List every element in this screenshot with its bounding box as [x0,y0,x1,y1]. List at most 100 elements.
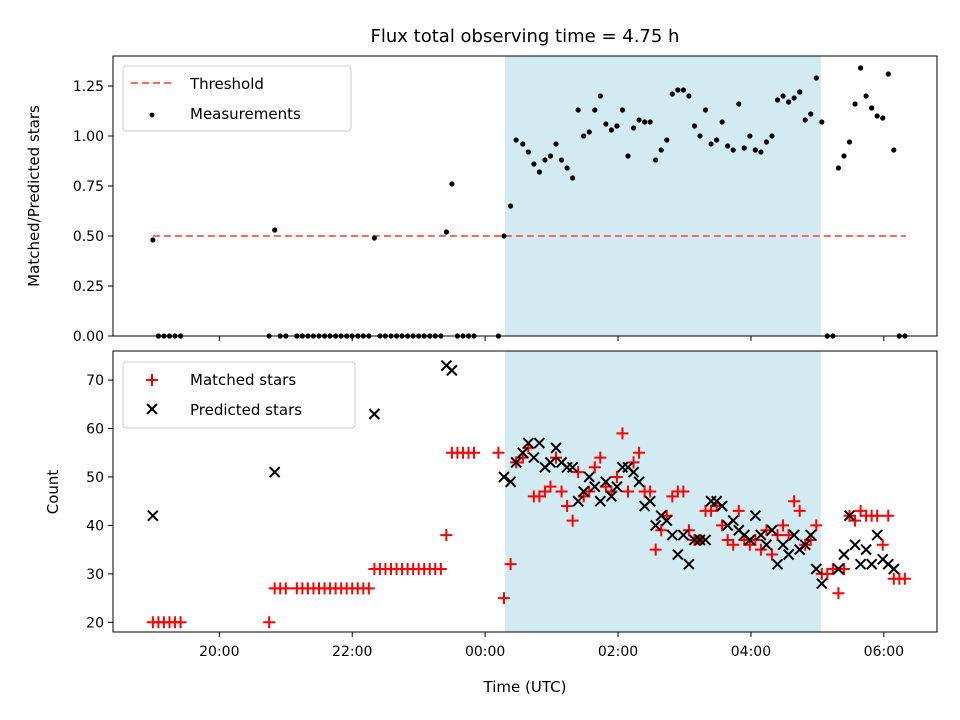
predicted-stars-point [843,510,856,522]
bottom-marks [146,359,911,629]
matched-stars-point [655,524,668,537]
measurements-point [869,105,875,111]
measurements-point [513,137,519,143]
top-legend: Threshold Measurements [122,65,352,132]
matched-stars-point [727,538,740,551]
matched-stars-point [279,582,292,595]
matched-stars-point [572,466,585,479]
top-y-tick-label: 1.00 [73,129,104,145]
predicted-stars-point [816,577,828,590]
predicted-stars-point [810,563,822,575]
predicted-stars-point [727,514,739,527]
matched-stars-point [504,558,517,571]
measurements-point [501,233,507,239]
measurements-point [714,137,720,143]
predicted-stars-point [446,364,458,377]
predicted-stars-point [683,558,695,570]
legend-matched-label: Matched stars [190,371,296,389]
measurements-point [725,143,731,149]
legend-measurements-label: Measurements [190,105,301,123]
predicted-stars-point [522,437,535,449]
measurements-point [520,141,526,147]
measurements-point [647,119,653,125]
measurements-point [449,181,455,187]
measurements-point [813,75,819,81]
measurements-point [525,149,531,155]
matched-stars-point [561,500,574,513]
measurements-point [575,107,581,113]
matched-stars-point [749,533,762,546]
predicted-stars-point [777,539,789,551]
measurements-point [857,65,864,71]
top-chart-title: Flux total observing time = 4.75 h [371,26,680,47]
matched-stars-point [555,485,568,498]
measurements-point [785,99,792,105]
legend-measurements-swatch [149,112,155,118]
measurements-point [558,157,565,163]
measurements-point [553,141,559,147]
predicted-stars-point [368,408,381,420]
matched-stars-point [771,529,784,542]
measurements-point [603,121,609,127]
measurements-point [586,129,592,135]
measurements-point [564,165,570,171]
predicted-stars-point [838,548,850,561]
measurements-point [608,127,614,133]
predicted-stars-point [633,476,645,488]
matched-stars-point [627,456,640,469]
matched-stars-point [566,514,579,527]
measurements-point [835,165,842,171]
bottom-axes-frame [112,350,938,633]
predicted-stars-point [699,534,712,546]
predicted-stars-point [504,476,517,488]
measurements-point [570,175,576,181]
predicted-stars-point [744,534,756,546]
predicted-stars-point [589,480,601,493]
matched-stars-point [882,509,895,522]
bottom-panel: 20:00 22:00 00:00 02:00 04:00 06:00 20 30 40 50 60… [86,350,938,660]
measurements-point [619,107,626,113]
measurements-point [708,141,714,147]
measurements-point [841,153,847,159]
measurements-point [630,125,637,131]
bottom-y-tick-label: 70 [86,373,104,389]
top-y-tick-label: 1.25 [73,79,104,95]
matched-stars-point [765,548,778,561]
predicted-stars-point [566,461,579,473]
measurements-point [542,157,548,163]
matched-stars-point [826,563,839,576]
predicted-stars-point [760,539,773,551]
predicted-stars-point [766,524,778,536]
matched-stars-point [174,616,187,629]
measurements-point [791,95,797,101]
predicted-stars-point [572,495,584,507]
measurements-point [697,133,703,139]
predicted-stars-point [605,490,618,503]
measurements-point [808,111,814,117]
measurements-point [592,107,598,113]
predicted-stars-point [849,539,861,551]
predicted-stars-point [888,563,900,575]
predicted-stars-point [666,529,679,541]
measurements-point [863,93,869,99]
measurements-point [508,203,514,209]
predicted-stars-point [661,514,673,527]
measurements-point [691,123,698,129]
top-y-axis-label: Matched/Predicted stars [25,105,43,287]
matched-stars-point [633,446,646,459]
matched-stars-point [594,451,607,464]
matched-stars-point [777,519,790,532]
predicted-stars-point [860,543,872,556]
top-legend-frame [122,65,352,132]
x-tick-label: 20:00 [199,644,239,660]
matched-stars-point [492,446,505,459]
top-panel: 0.00 0.25 0.50 0.75 1.00 1.25 [73,55,938,345]
x-axis-label: Time (UTC) [483,678,567,696]
matched-stars-point [793,504,806,517]
measurements-point [658,147,664,153]
measurements-point [669,91,675,97]
predicted-stars-point [716,500,728,512]
measurements-point [536,169,542,175]
measurements-point [371,235,377,241]
measurements-point [547,153,554,159]
